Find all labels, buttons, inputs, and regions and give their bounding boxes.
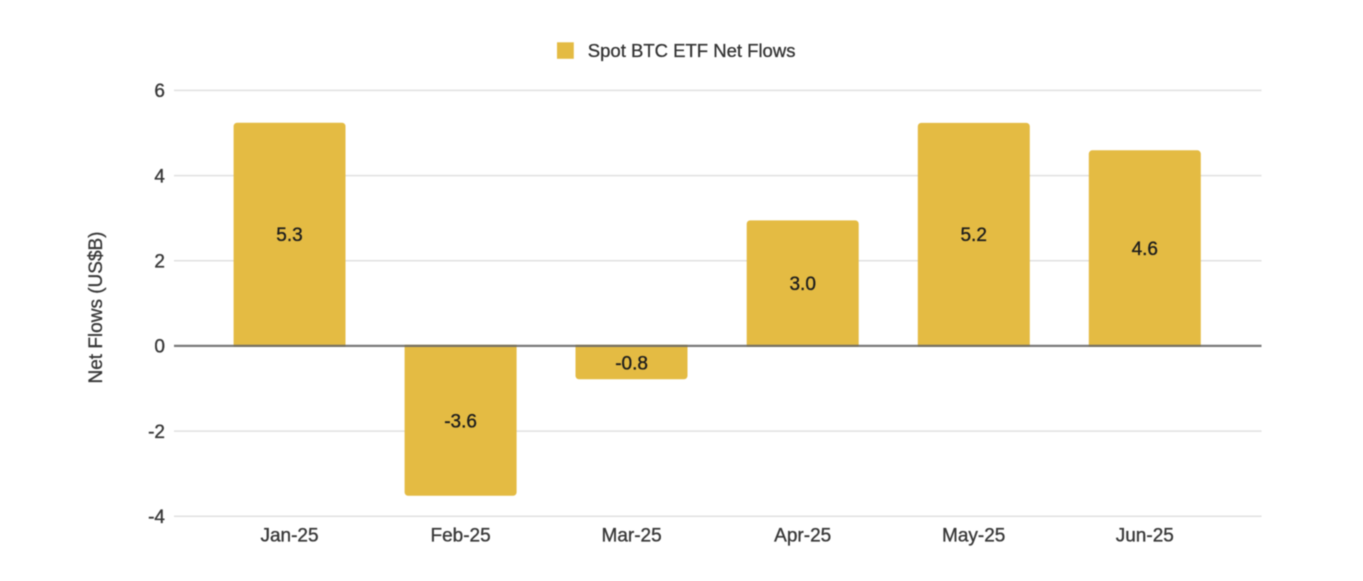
svg-text:0: 0 xyxy=(154,337,165,358)
svg-text:5.2: 5.2 xyxy=(960,225,986,246)
svg-text:Net Flows (US$B): Net Flows (US$B) xyxy=(86,231,107,383)
svg-text:5.3: 5.3 xyxy=(276,225,302,246)
svg-text:-2: -2 xyxy=(148,422,165,443)
svg-text:Feb-25: Feb-25 xyxy=(430,526,490,547)
svg-text:Jan-25: Jan-25 xyxy=(260,526,318,547)
svg-text:6: 6 xyxy=(154,81,165,102)
svg-text:Jun-25: Jun-25 xyxy=(1116,526,1174,547)
svg-text:May-25: May-25 xyxy=(942,526,1005,547)
svg-text:Mar-25: Mar-25 xyxy=(602,526,662,547)
svg-text:Apr-25: Apr-25 xyxy=(774,526,831,547)
svg-text:Spot BTC ETF Net Flows: Spot BTC ETF Net Flows xyxy=(588,40,796,61)
svg-text:4: 4 xyxy=(154,166,165,187)
svg-text:2: 2 xyxy=(154,252,165,273)
svg-text:3.0: 3.0 xyxy=(789,274,815,295)
svg-text:-0.8: -0.8 xyxy=(615,353,648,374)
svg-text:-4: -4 xyxy=(148,507,165,528)
svg-text:4.6: 4.6 xyxy=(1132,239,1158,260)
svg-text:-3.6: -3.6 xyxy=(444,412,477,433)
